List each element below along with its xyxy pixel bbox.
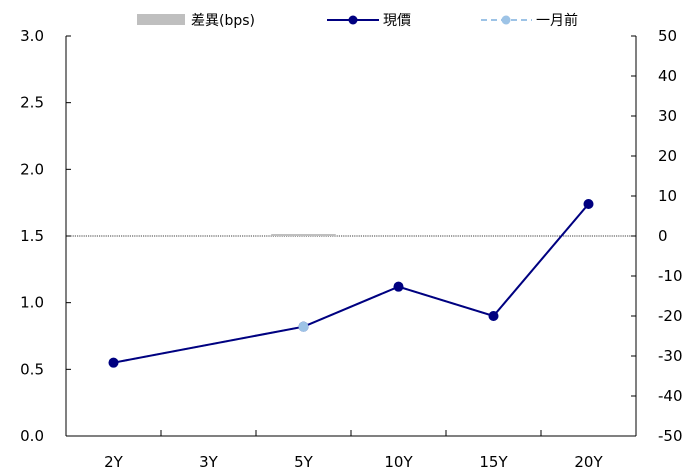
left-tick-label: 1.0	[20, 294, 44, 312]
left-tick-label: 3.0	[20, 27, 44, 45]
left-tick-label: 2.0	[20, 160, 44, 178]
legend-marker-current	[348, 15, 358, 25]
legend-label-prior: 一月前	[536, 12, 578, 29]
right-tick-label: 0	[658, 227, 668, 245]
right-tick-label: 30	[658, 107, 677, 125]
left-tick-label: 1.5	[20, 227, 44, 245]
current-point	[393, 281, 404, 292]
right-tick-label: -20	[658, 307, 683, 325]
current-point	[583, 199, 594, 209]
x-tick-label: 2Y	[104, 453, 124, 471]
prior-month-point-5y	[298, 321, 309, 332]
legend-label-current: 現價	[383, 12, 411, 29]
bar-5y	[271, 234, 336, 236]
left-tick-label: 0.0	[20, 427, 44, 445]
legend-label-spread: 差異(bps)	[191, 13, 255, 29]
legend: 差異(bps) 現價 一月前	[137, 12, 578, 29]
current-line	[113, 203, 590, 364]
right-tick-label: -40	[658, 387, 683, 405]
axes: 0.0 0.5 1.0 1.5 2.0 2.5 3.0 -50 -40 -30 -20 -10 0 10 2…	[20, 27, 682, 471]
x-tick-label: 20Y	[574, 453, 603, 471]
right-tick-label: 20	[658, 147, 677, 165]
legend-marker-prior	[501, 15, 511, 25]
left-tick-label: 2.5	[20, 94, 44, 112]
legend-swatch-spread	[137, 14, 185, 25]
left-tick-label: 0.5	[20, 360, 44, 378]
x-tick-label: 5Y	[294, 453, 314, 471]
x-tick-label: 10Y	[384, 453, 413, 471]
right-tick-label: -10	[658, 267, 683, 285]
right-tick-label: -30	[658, 347, 683, 365]
right-tick-label: 10	[658, 187, 677, 205]
current-point	[108, 357, 119, 368]
prior-month-line	[113, 203, 590, 364]
right-tick-label: -50	[658, 427, 683, 445]
x-tick-label: 15Y	[479, 453, 508, 471]
series-lines	[108, 199, 594, 368]
x-tick-label: 3Y	[199, 453, 219, 471]
current-point	[488, 311, 499, 321]
bars	[271, 234, 336, 236]
right-tick-label: 40	[658, 67, 677, 85]
right-tick-label: 50	[658, 27, 677, 45]
